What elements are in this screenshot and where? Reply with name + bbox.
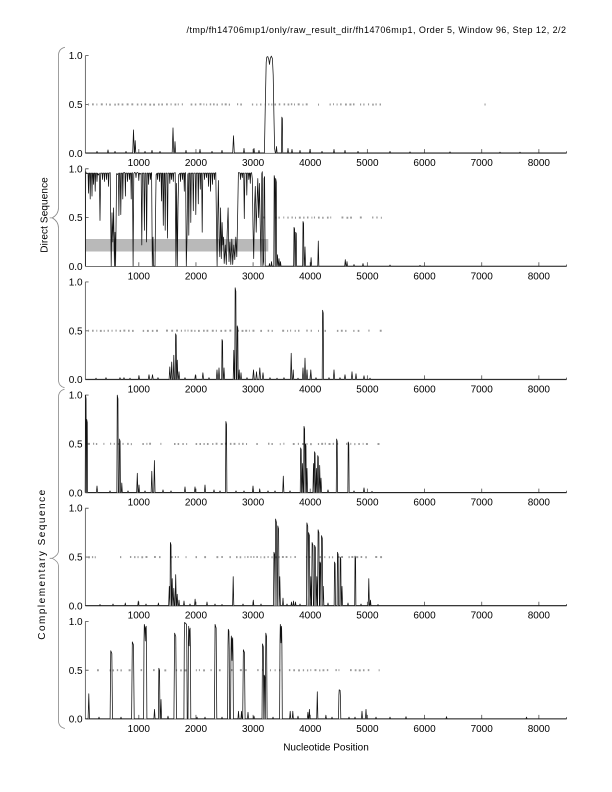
svg-text:2000: 2000 — [185, 724, 208, 735]
svg-text:8000: 8000 — [528, 724, 551, 735]
svg-text:8000: 8000 — [528, 271, 551, 282]
svg-text:Direct Sequence: Direct Sequence — [40, 177, 51, 253]
svg-text:1000: 1000 — [128, 611, 151, 622]
svg-text:1000: 1000 — [128, 158, 151, 169]
svg-text:0.0: 0.0 — [69, 601, 83, 612]
svg-text:4000: 4000 — [299, 498, 322, 509]
svg-text:5000: 5000 — [356, 611, 379, 622]
svg-text:0.0: 0.0 — [69, 715, 83, 726]
svg-text:3000: 3000 — [242, 158, 265, 169]
svg-text:4000: 4000 — [299, 158, 322, 169]
svg-text:6000: 6000 — [413, 611, 436, 622]
svg-text:0.5: 0.5 — [69, 439, 83, 450]
svg-text:7000: 7000 — [471, 498, 494, 509]
svg-text:7000: 7000 — [471, 271, 494, 282]
svg-text:5000: 5000 — [356, 724, 379, 735]
svg-text:7000: 7000 — [471, 384, 494, 395]
svg-text:3000: 3000 — [242, 611, 265, 622]
svg-text:4000: 4000 — [299, 384, 322, 395]
svg-text:3000: 3000 — [242, 498, 265, 509]
svg-text:3000: 3000 — [242, 724, 265, 735]
svg-text:1000: 1000 — [128, 271, 151, 282]
svg-text:2000: 2000 — [185, 498, 208, 509]
svg-text:0.0: 0.0 — [69, 262, 83, 273]
svg-text:0.5: 0.5 — [69, 213, 83, 224]
svg-text:6000: 6000 — [413, 158, 436, 169]
svg-text:6000: 6000 — [413, 271, 436, 282]
svg-text:0.0: 0.0 — [69, 488, 83, 499]
svg-text:8000: 8000 — [528, 611, 551, 622]
svg-text:5000: 5000 — [356, 498, 379, 509]
svg-text:0.5: 0.5 — [69, 666, 83, 677]
svg-text:1.0: 1.0 — [69, 164, 83, 175]
svg-text:3000: 3000 — [242, 384, 265, 395]
svg-text:0.5: 0.5 — [69, 553, 83, 564]
svg-text:1.0: 1.0 — [69, 391, 83, 402]
svg-text:6000: 6000 — [413, 498, 436, 509]
svg-text:8000: 8000 — [528, 384, 551, 395]
svg-text:2000: 2000 — [185, 271, 208, 282]
svg-text:4000: 4000 — [299, 271, 322, 282]
svg-text:0.5: 0.5 — [69, 326, 83, 337]
svg-text:1000: 1000 — [128, 498, 151, 509]
svg-text:5000: 5000 — [356, 384, 379, 395]
svg-text:6000: 6000 — [413, 724, 436, 735]
svg-text:3000: 3000 — [242, 271, 265, 282]
svg-text:4000: 4000 — [299, 611, 322, 622]
svg-text:7000: 7000 — [471, 611, 494, 622]
svg-text:0.0: 0.0 — [69, 149, 83, 160]
svg-text:8000: 8000 — [528, 498, 551, 509]
svg-text:0.0: 0.0 — [69, 375, 83, 386]
svg-text:/tmp/fh14706mıp1/only/raw_resu: /tmp/fh14706mıp1/only/raw_result_dir/fh1… — [187, 25, 567, 35]
svg-text:7000: 7000 — [471, 724, 494, 735]
svg-text:2000: 2000 — [185, 611, 208, 622]
svg-text:0.5: 0.5 — [69, 100, 83, 111]
svg-text:1.0: 1.0 — [69, 277, 83, 288]
svg-text:1.0: 1.0 — [69, 51, 83, 62]
svg-text:1000: 1000 — [128, 724, 151, 735]
svg-text:6000: 6000 — [413, 384, 436, 395]
svg-text:1.0: 1.0 — [69, 504, 83, 515]
svg-text:Nucleotide Position: Nucleotide Position — [283, 743, 369, 754]
svg-text:5000: 5000 — [356, 271, 379, 282]
svg-text:2000: 2000 — [185, 384, 208, 395]
svg-text:8000: 8000 — [528, 158, 551, 169]
svg-text:2000: 2000 — [185, 158, 208, 169]
svg-text:1000: 1000 — [128, 384, 151, 395]
svg-text:Complementary Sequence: Complementary Sequence — [37, 489, 48, 639]
svg-text:4000: 4000 — [299, 724, 322, 735]
svg-text:7000: 7000 — [471, 158, 494, 169]
svg-text:1.0: 1.0 — [69, 617, 83, 628]
svg-text:5000: 5000 — [356, 158, 379, 169]
